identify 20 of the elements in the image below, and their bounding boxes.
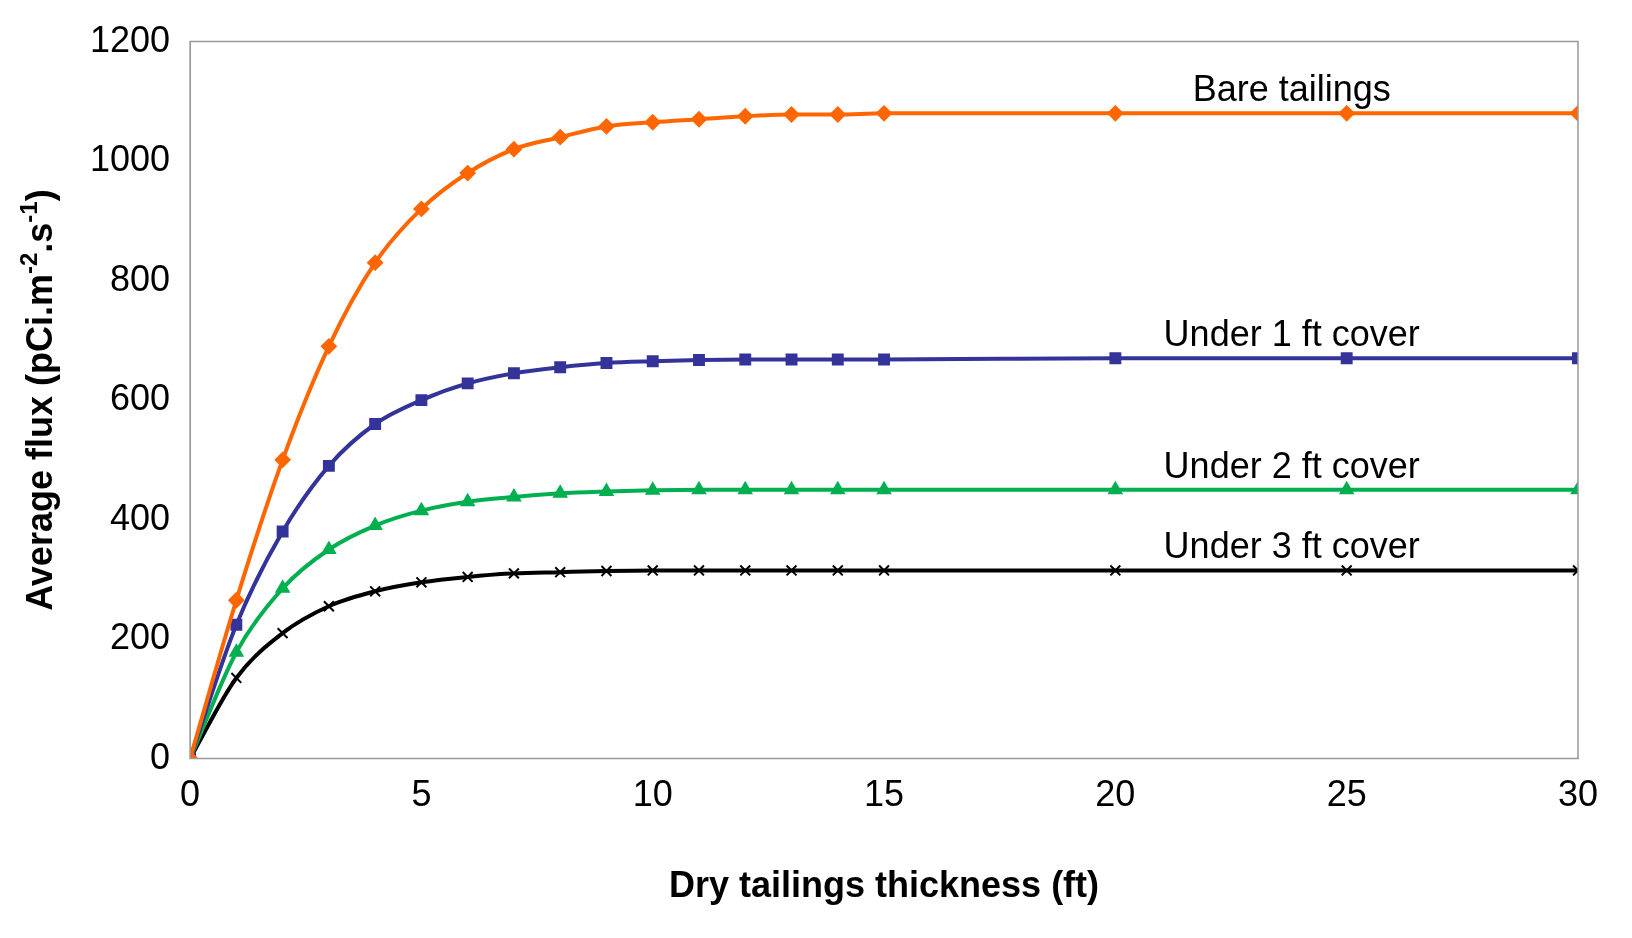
y-tick-label: 200 <box>110 616 171 658</box>
x-axis-title: Dry tailings thickness (ft) <box>669 864 1100 906</box>
x-tick-label: 0 <box>180 773 201 815</box>
series-label: Under 2 ft cover <box>1163 444 1420 486</box>
x-tick-label: 15 <box>864 773 905 815</box>
y-tick-label: 400 <box>110 496 171 538</box>
y-axis-title: Average flux (pCi.m-2.s-1) <box>14 189 60 611</box>
x-tick-label: 25 <box>1326 773 1367 815</box>
series-label: Under 1 ft cover <box>1163 313 1420 355</box>
y-tick-label: 1000 <box>89 138 171 180</box>
series-label: Under 3 ft cover <box>1163 525 1420 567</box>
y-tick-label: 600 <box>110 377 171 419</box>
x-tick-label: 10 <box>632 773 673 815</box>
series-label: Bare tailings <box>1192 68 1391 110</box>
y-tick-label: 1200 <box>89 18 171 60</box>
x-tick-label: 20 <box>1095 773 1136 815</box>
x-tick-label: 30 <box>1557 773 1599 815</box>
y-tick-label: 800 <box>110 257 171 299</box>
y-tick-label: 0 <box>150 735 171 777</box>
x-tick-label: 5 <box>411 773 432 815</box>
